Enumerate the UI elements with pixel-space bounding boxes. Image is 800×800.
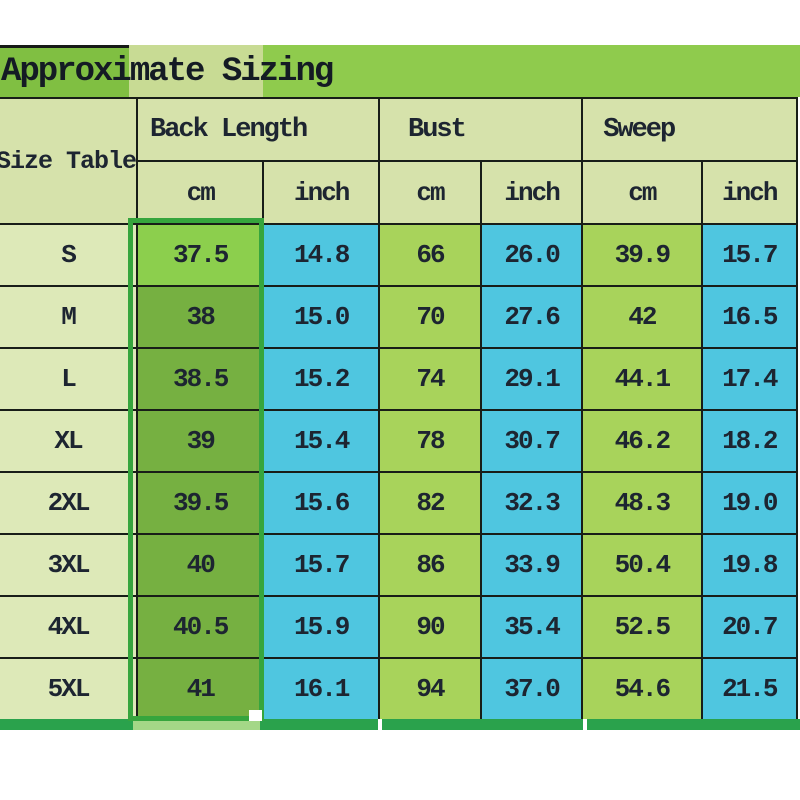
title-band-left-segment <box>0 45 129 97</box>
table-cell: 48.3 <box>581 471 703 535</box>
table-row: 4XL 40.5 15.9 90 35.4 52.5 20.7 <box>0 595 799 659</box>
size-row-label: L <box>0 347 139 411</box>
table-cell: 14.8 <box>262 223 381 287</box>
unit-header-sweep-cm: cm <box>581 160 703 225</box>
table-cell: 17.4 <box>700 347 799 411</box>
title-band-middle-segment <box>129 45 263 97</box>
table-cell: 66 <box>378 223 483 287</box>
table-cell: 15.2 <box>262 347 381 411</box>
table-cell: 19.0 <box>700 471 799 535</box>
table-cell: 15.0 <box>262 285 381 349</box>
size-row-label: 4XL <box>0 595 139 659</box>
table-cell: 33.9 <box>480 533 584 597</box>
size-row-label: S <box>0 223 139 287</box>
size-row-label: M <box>0 285 139 349</box>
table-cell: 30.7 <box>480 409 584 473</box>
table-cell: 90 <box>378 595 483 659</box>
table-cell: 78 <box>378 409 483 473</box>
table-cell: 27.6 <box>480 285 584 349</box>
table-cell: 37.0 <box>480 657 584 721</box>
table-cell: 29.1 <box>480 347 584 411</box>
bottom-accent-strip <box>0 719 800 730</box>
table-cell: 39.9 <box>581 223 703 287</box>
group-header-back-length: Back Length <box>136 97 381 162</box>
fill-handle-notch <box>249 710 262 721</box>
table-cell: 82 <box>378 471 483 535</box>
table-cell: 16.5 <box>700 285 799 349</box>
table-cell: 39 <box>136 409 265 473</box>
unit-header-bust-inch: inch <box>480 160 584 225</box>
table-cell: 21.5 <box>700 657 799 721</box>
size-row-label: XL <box>0 409 139 473</box>
table-cell: 16.1 <box>262 657 381 721</box>
title-band <box>0 45 800 97</box>
table-row: L 38.5 15.2 74 29.1 44.1 17.4 <box>0 347 799 411</box>
table-cell: 40.5 <box>136 595 265 659</box>
size-row-label: 2XL <box>0 471 139 535</box>
table-cell: 15.9 <box>262 595 381 659</box>
table-cell: 15.6 <box>262 471 381 535</box>
size-table: Size Table Back Length Bust Sweep cm inc… <box>0 97 799 721</box>
table-cell: 41 <box>136 657 265 721</box>
group-header-bust: Bust <box>378 97 584 162</box>
table-cell: 38 <box>136 285 265 349</box>
corner-label-cell: Size Table <box>0 97 139 225</box>
table-row: 2XL 39.5 15.6 82 32.3 48.3 19.0 <box>0 471 799 535</box>
bottom-strip-gap <box>583 719 587 730</box>
table-cell: 54.6 <box>581 657 703 721</box>
table-cell: 20.7 <box>700 595 799 659</box>
corner-label: Size Table <box>0 146 137 176</box>
table-cell: 15.7 <box>262 533 381 597</box>
size-row-label: 5XL <box>0 657 139 721</box>
table-cell: 44.1 <box>581 347 703 411</box>
table-cell: 39.5 <box>136 471 265 535</box>
table-cell: 42 <box>581 285 703 349</box>
table-cell: 74 <box>378 347 483 411</box>
table-cell: 70 <box>378 285 483 349</box>
page-title: Approximate Sizing <box>1 53 334 91</box>
table-cell: 15.4 <box>262 409 381 473</box>
table-cell: 40 <box>136 533 265 597</box>
table-cell: 46.2 <box>581 409 703 473</box>
table-row: M 38 15.0 70 27.6 42 16.5 <box>0 285 799 349</box>
table-cell: 19.8 <box>700 533 799 597</box>
title-band-right-segment <box>263 45 800 97</box>
table-row: 3XL 40 15.7 86 33.9 50.4 19.8 <box>0 533 799 597</box>
table-row: S 37.5 14.8 66 26.0 39.9 15.7 <box>0 223 799 287</box>
table-cell: 26.0 <box>480 223 584 287</box>
table-cell: 52.5 <box>581 595 703 659</box>
group-header-sweep: Sweep <box>581 97 798 162</box>
table-cell: 15.7 <box>700 223 799 287</box>
table-cell: 37.5 <box>136 223 265 287</box>
table-row: 5XL 41 16.1 94 37.0 54.6 21.5 <box>0 657 799 721</box>
table-cell: 32.3 <box>480 471 584 535</box>
unit-header-sweep-inch: inch <box>700 160 799 225</box>
table-cell: 35.4 <box>480 595 584 659</box>
unit-header-bust-cm: cm <box>378 160 483 225</box>
size-row-label: 3XL <box>0 533 139 597</box>
bottom-accent-strip-light-segment <box>133 719 260 730</box>
bottom-strip-gap <box>378 719 382 730</box>
unit-header-back-length-cm: cm <box>136 160 265 225</box>
table-cell: 94 <box>378 657 483 721</box>
unit-header-back-length-inch: inch <box>262 160 381 225</box>
table-cell: 38.5 <box>136 347 265 411</box>
table-cell: 86 <box>378 533 483 597</box>
table-cell: 18.2 <box>700 409 799 473</box>
table-row: XL 39 15.4 78 30.7 46.2 18.2 <box>0 409 799 473</box>
table-cell: 50.4 <box>581 533 703 597</box>
